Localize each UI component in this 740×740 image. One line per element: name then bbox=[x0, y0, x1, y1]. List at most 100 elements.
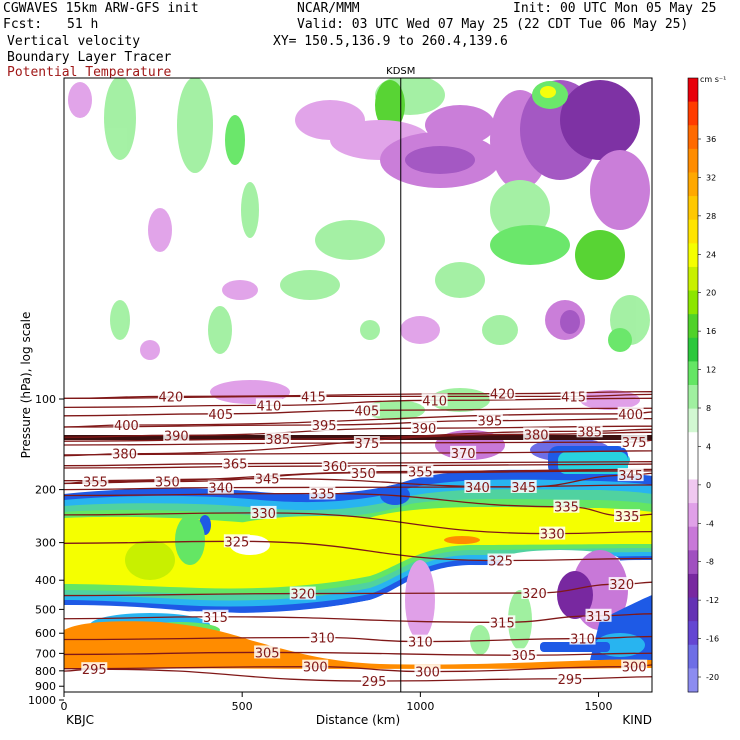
colorbar-swatch bbox=[688, 243, 698, 268]
colorbar-label: 32 bbox=[706, 173, 716, 182]
theta-label-bg bbox=[222, 456, 249, 470]
theta-label-bg bbox=[521, 585, 548, 599]
colorbar-labels: 36 32 28 24 20 16 12 8 4 0 -4 -8 -12 -16 -20 bbox=[698, 135, 719, 682]
theta-label-bg bbox=[621, 659, 648, 673]
colorbar-swatch bbox=[688, 644, 698, 669]
theta-contour-label: 405 bbox=[208, 408, 233, 423]
theta-contour-label: 385 bbox=[265, 433, 290, 448]
colorbar-label: 36 bbox=[706, 135, 716, 144]
theta-contour-label: 295 bbox=[558, 673, 583, 688]
theta-contour-label: 390 bbox=[412, 422, 437, 437]
colorbar bbox=[687, 77, 699, 693]
theta-label-bg bbox=[302, 659, 329, 673]
theta-label-bg bbox=[476, 413, 503, 427]
theta-contour-label: 350 bbox=[351, 467, 376, 482]
colorbar-swatch bbox=[688, 479, 698, 504]
theta-label-bg bbox=[361, 674, 388, 688]
theta-label-bg bbox=[489, 386, 516, 400]
theta-contour-label: 330 bbox=[540, 528, 565, 543]
theta-contour-line bbox=[64, 428, 652, 442]
header-fcst-value: 51 h bbox=[67, 17, 99, 32]
theta-label-bg bbox=[111, 446, 138, 460]
x-axis-title: Distance (km) bbox=[316, 713, 400, 727]
header-field-3: Potential Temperature bbox=[7, 65, 172, 80]
theta-contour-label: 300 bbox=[622, 661, 647, 676]
theta-label-bg bbox=[585, 608, 612, 622]
theta-label-bg bbox=[82, 474, 109, 488]
theta-contour-label: 320 bbox=[290, 588, 315, 603]
theta-label-bg bbox=[223, 534, 250, 548]
theta-label-bg bbox=[113, 417, 140, 431]
colorbar-swatch bbox=[688, 597, 698, 622]
colorbar-swatch bbox=[688, 432, 698, 457]
header-fcst-label: Fcst: bbox=[3, 17, 43, 32]
theta-label-bg bbox=[254, 471, 281, 485]
theta-contour-label: 340 bbox=[208, 482, 233, 497]
theta-label-bg bbox=[207, 480, 234, 494]
header-init: Init: 00 UTC Mon 05 May 25 bbox=[513, 1, 717, 16]
header-field-1: Vertical velocity bbox=[7, 34, 141, 49]
x-tick-label: 500 bbox=[232, 700, 253, 713]
header-center: NCAR/MMM bbox=[297, 1, 360, 16]
colorbar-label: -4 bbox=[706, 519, 714, 528]
theta-contour-line bbox=[64, 512, 652, 535]
theta-contour-label: 335 bbox=[310, 487, 335, 502]
station-marker-label: KDSM bbox=[386, 66, 415, 77]
theta-contour-label: 325 bbox=[224, 535, 249, 550]
x-tick-label: 1000 bbox=[406, 700, 434, 713]
theta-label-bg bbox=[311, 417, 338, 431]
theta-label-bg bbox=[309, 486, 336, 500]
theta-contour-label: 375 bbox=[354, 437, 379, 452]
y-axis-title: Pressure (hPa), log scale bbox=[19, 312, 33, 459]
theta-label-bg bbox=[407, 634, 434, 648]
colorbar-swatch bbox=[688, 172, 698, 197]
x-tick-label: 1500 bbox=[585, 700, 613, 713]
theta-contour-label: 395 bbox=[312, 419, 337, 434]
colorbar-swatch bbox=[688, 621, 698, 646]
colorbar-swatch bbox=[688, 125, 698, 150]
colorbar-label: 4 bbox=[706, 442, 711, 451]
colorbar-label: 16 bbox=[706, 327, 716, 336]
colorbar-swatch bbox=[688, 219, 698, 244]
colorbar-swatch bbox=[688, 503, 698, 528]
theta-label-bg bbox=[557, 671, 584, 685]
colorbar-swatch bbox=[688, 573, 698, 599]
x-tick-label: 0 bbox=[61, 700, 68, 713]
colorbar-label: 24 bbox=[706, 250, 716, 259]
theta-contour-label: 395 bbox=[477, 415, 502, 430]
theta-label-bg bbox=[489, 615, 516, 629]
theta-label-bg bbox=[407, 464, 434, 478]
theta-contour-label: 325 bbox=[488, 555, 513, 570]
theta-contour-label: 320 bbox=[609, 578, 634, 593]
theta-label-bg bbox=[410, 421, 437, 435]
theta-contour-label: 380 bbox=[112, 448, 137, 463]
theta-contour-label: 405 bbox=[354, 404, 379, 419]
colorbar-label: 28 bbox=[706, 212, 716, 221]
colorbar-swatch bbox=[688, 526, 698, 551]
theta-label-bg bbox=[289, 586, 316, 600]
theta-contour-label: 365 bbox=[223, 458, 248, 473]
theta-contour-label: 310 bbox=[408, 636, 433, 651]
theta-contour-label: 355 bbox=[83, 476, 108, 491]
theta-label-bg bbox=[510, 648, 537, 662]
y-tick-label: 600 bbox=[35, 627, 56, 640]
theta-contour-label: 315 bbox=[203, 611, 228, 626]
colorbar-swatch bbox=[688, 550, 698, 575]
theta-contour-label: 340 bbox=[465, 481, 490, 496]
colorbar-frame bbox=[687, 77, 699, 693]
theta-label-bg bbox=[617, 406, 644, 420]
theta-label-bg bbox=[576, 424, 603, 438]
theta-contour-label: 330 bbox=[251, 507, 276, 522]
colorbar-label: -16 bbox=[706, 635, 719, 644]
theta-label-bg bbox=[350, 465, 377, 479]
colorbar-swatch bbox=[688, 266, 698, 292]
theta-label-bg bbox=[617, 468, 644, 482]
colorbar-swatch bbox=[688, 337, 698, 362]
theta-label-bg bbox=[157, 389, 184, 403]
header-valid: Valid: 03 UTC Wed 07 May 25 (22 CDT Tue … bbox=[297, 17, 689, 32]
theta-contour-label: 410 bbox=[422, 394, 447, 409]
theta-label-bg bbox=[608, 577, 635, 591]
theta-label-bg bbox=[163, 428, 190, 442]
